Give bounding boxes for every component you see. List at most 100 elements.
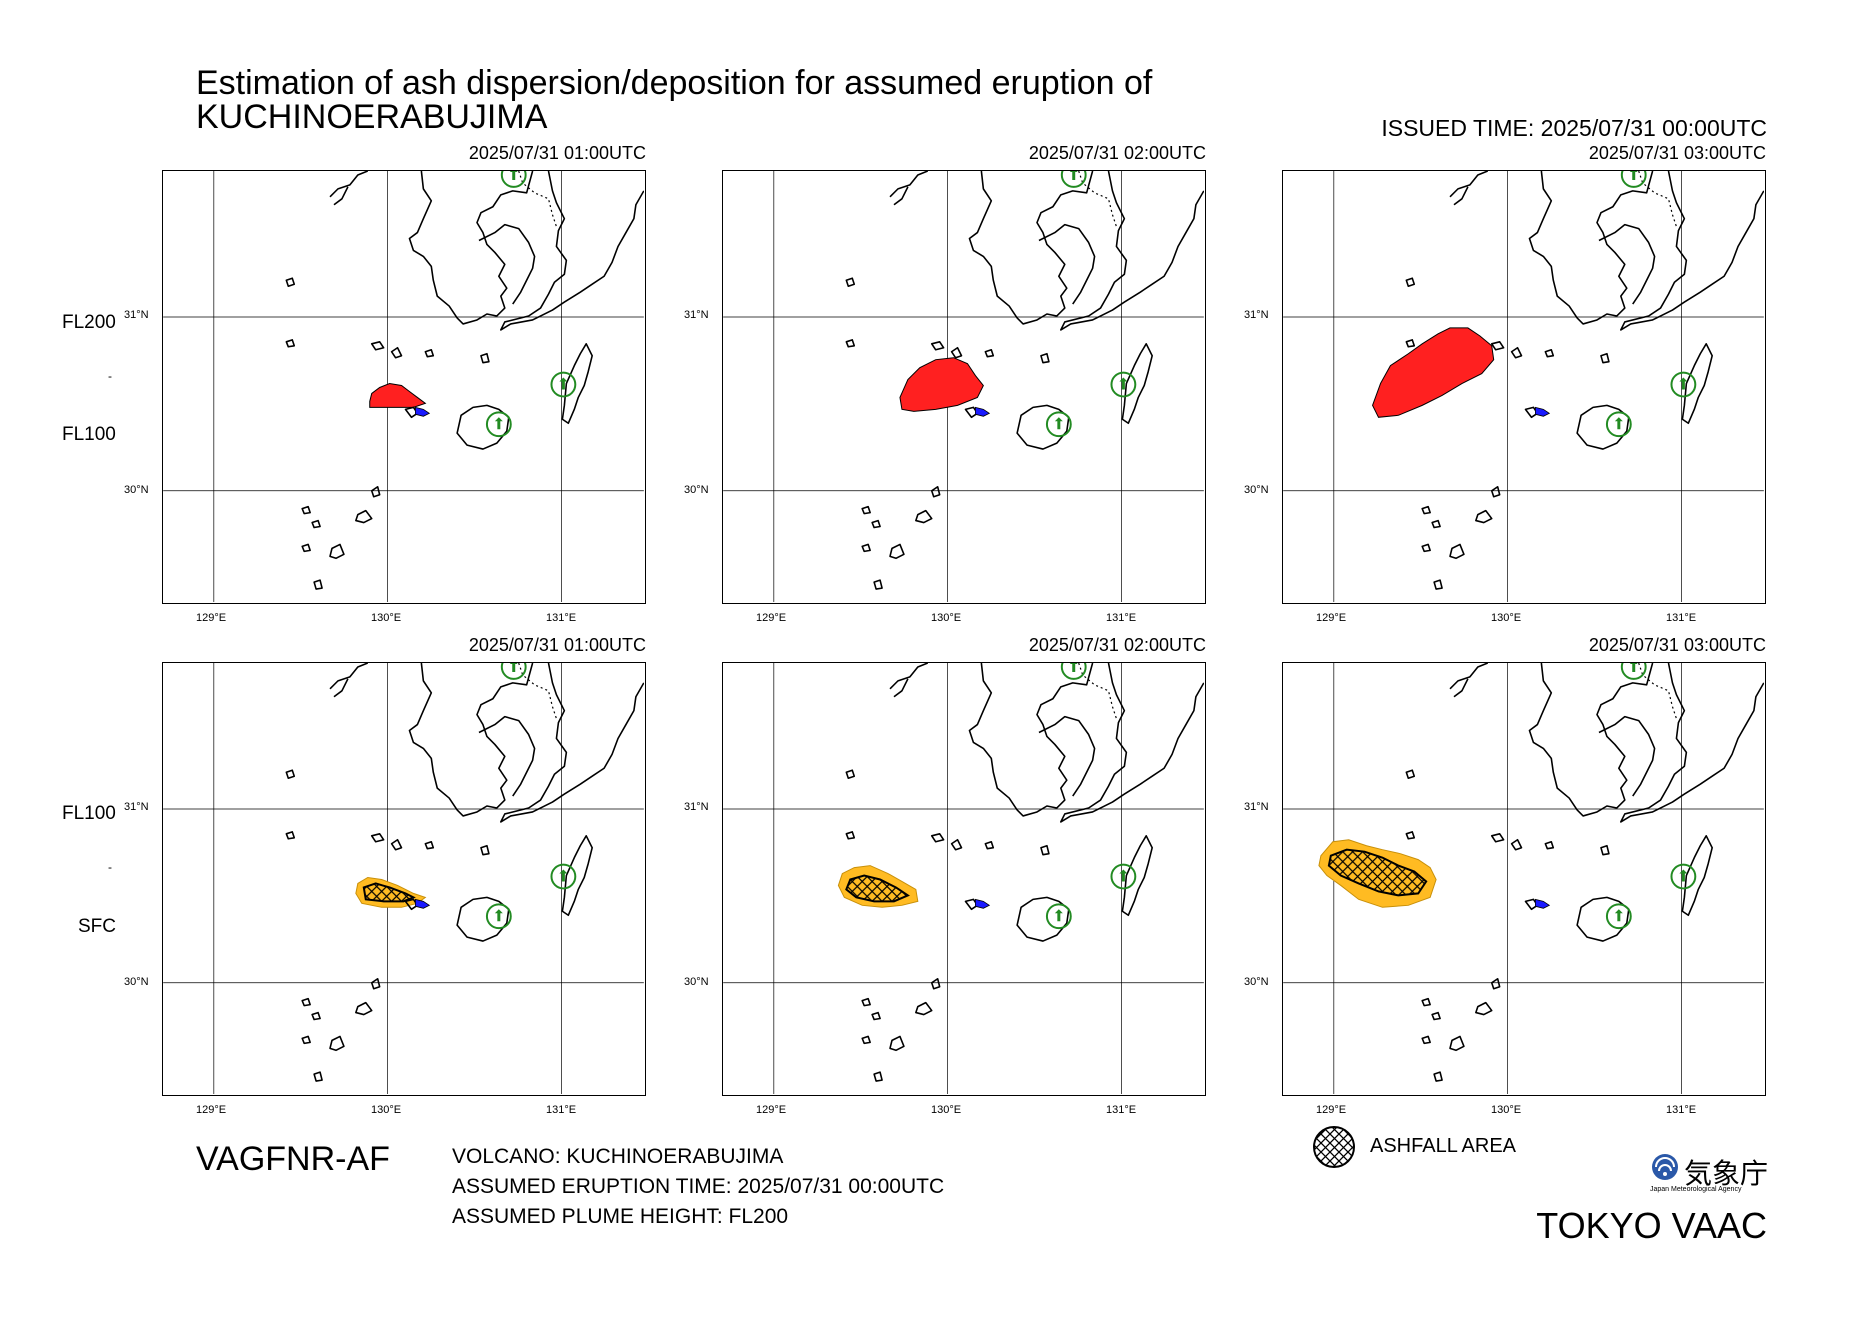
coastline (1405, 769, 1416, 779)
longitude-label: 131°E (546, 612, 577, 624)
coastline (1490, 833, 1505, 843)
prefecture-boundary (1078, 663, 1118, 719)
coastline (871, 1011, 881, 1021)
coastline (1421, 997, 1431, 1007)
coastline (1421, 543, 1431, 553)
coastline (1016, 896, 1070, 942)
coastline (930, 486, 941, 498)
coastline (1490, 341, 1505, 351)
station-icon (500, 171, 527, 188)
coastline (930, 341, 945, 351)
longitude-label: 131°E (1666, 612, 1697, 624)
agency-name-jp: 気象庁 (1684, 1158, 1769, 1189)
coastline (930, 978, 941, 990)
coastline (889, 171, 929, 206)
page-title: Estimation of ash dispersion/deposition … (196, 66, 1152, 134)
coastline (1620, 171, 1764, 331)
coastline (1544, 840, 1555, 850)
coastline (889, 543, 905, 560)
coastline (1449, 543, 1465, 560)
coastline (355, 509, 373, 524)
coastline (478, 715, 536, 797)
coastline (950, 346, 963, 359)
ashfall-area (1327, 848, 1428, 897)
row2-level-top: FL100 (62, 803, 116, 824)
coastline (480, 352, 490, 364)
latitude-label: 31°N (1244, 801, 1269, 813)
longitude-label: 129°E (756, 612, 787, 624)
coastline (311, 1011, 321, 1021)
coastline (1490, 978, 1501, 990)
longitude-label: 130°E (931, 612, 962, 624)
coastline (456, 896, 510, 942)
row1-level-top: FL200 (62, 312, 116, 333)
map-panel (722, 170, 1206, 604)
coastline (301, 997, 311, 1007)
row1-level-bottom: FL100 (62, 424, 116, 445)
coastline (1038, 715, 1096, 797)
latitude-label: 31°N (124, 309, 149, 321)
coastline (500, 663, 644, 823)
longitude-label: 131°E (1106, 612, 1137, 624)
jma-logo-icon (1650, 1152, 1680, 1187)
coastline (1433, 1071, 1443, 1082)
coastline (329, 543, 345, 560)
coastline (370, 833, 385, 843)
coastline (968, 171, 1094, 325)
coastline (561, 835, 593, 917)
row2-level-mid: - (108, 860, 112, 874)
coastline (1038, 223, 1096, 305)
coastline (1576, 896, 1630, 942)
coastline (1598, 223, 1656, 305)
coastline (1121, 343, 1153, 425)
station-icon (1670, 371, 1697, 398)
volcano-marker-icon (415, 406, 431, 417)
map-svg (723, 171, 1204, 602)
coastline (285, 831, 296, 840)
coastline (285, 339, 296, 348)
coastline (1528, 171, 1654, 325)
coastline (950, 838, 963, 851)
coastline (1681, 835, 1713, 917)
coastline (1433, 579, 1443, 590)
prefecture-boundary (1078, 171, 1118, 227)
coastline (408, 663, 534, 817)
map-panel (1282, 170, 1766, 604)
station-icon (1045, 411, 1072, 438)
panel-time: 2025/07/31 03:00UTC (1588, 143, 1766, 163)
longitude-label: 131°E (1106, 1104, 1137, 1116)
coastline (845, 339, 856, 348)
coastline (480, 844, 490, 856)
coastline (1421, 1035, 1431, 1045)
coastline (1405, 277, 1416, 287)
map-svg (163, 171, 644, 602)
coastline (478, 223, 536, 305)
latitude-label: 30°N (1244, 976, 1269, 988)
ash-cloud-upper (1372, 327, 1495, 418)
map-panel (162, 170, 646, 604)
coastline (355, 1001, 373, 1016)
prefecture-boundary (518, 171, 558, 227)
map-panel (722, 662, 1206, 1096)
coastline (1040, 352, 1050, 364)
coastline (329, 663, 369, 698)
coastline (1475, 1001, 1493, 1016)
coastline (845, 769, 856, 779)
coastline (861, 1035, 871, 1045)
coastline (370, 341, 385, 351)
coastline (984, 840, 995, 850)
longitude-label: 130°E (931, 1104, 962, 1116)
title-line-1: Estimation of ash dispersion/deposition … (196, 64, 1153, 102)
station-icon (1620, 663, 1647, 680)
row1-level-mid: - (108, 369, 112, 383)
coastline (1431, 1011, 1441, 1021)
coastline (313, 579, 323, 590)
station-icon (1060, 663, 1087, 680)
longitude-label: 131°E (1666, 1104, 1697, 1116)
volcano-marker-icon (975, 406, 991, 417)
coastline (1490, 486, 1501, 498)
coastline (301, 1035, 311, 1045)
station-icon (550, 863, 577, 890)
coastline (1449, 1035, 1465, 1052)
latitude-label: 31°N (1244, 309, 1269, 321)
